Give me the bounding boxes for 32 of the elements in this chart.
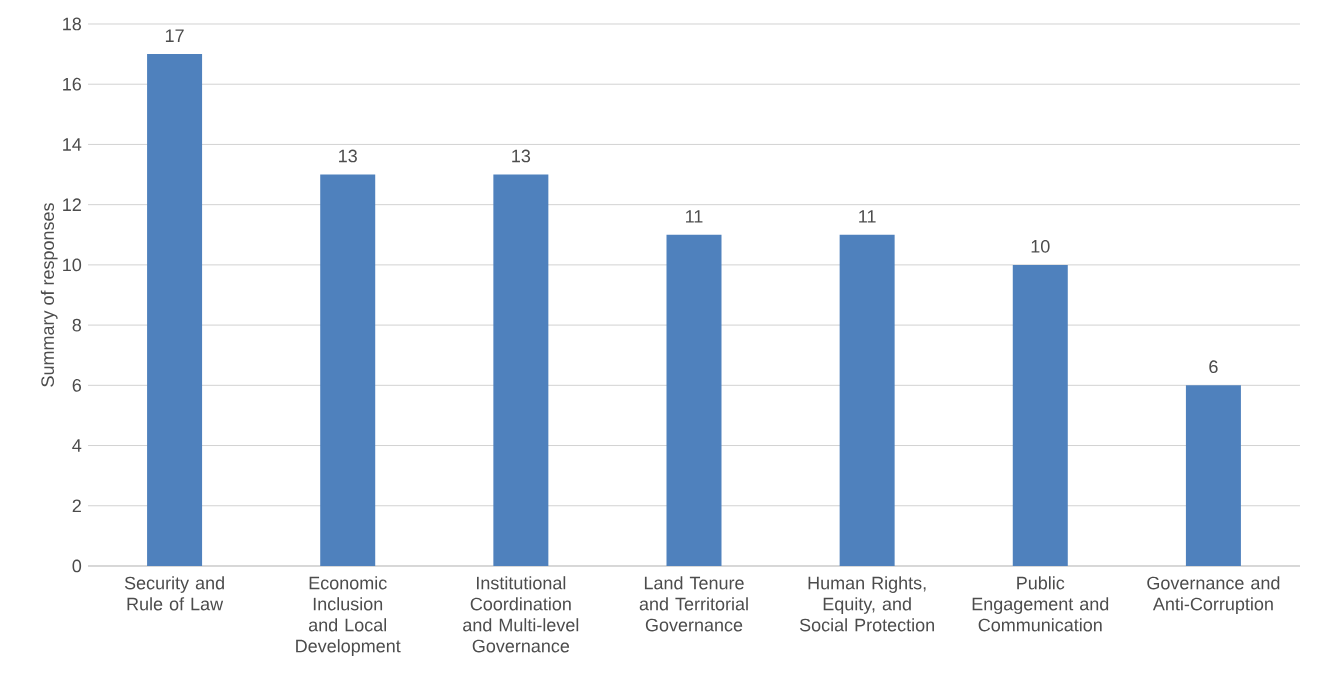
y-tick-label: 4 [72,439,82,452]
x-tick-label: Institutional Coordination and Multi-level Governance [463,576,579,653]
y-axis-title: Summary of responses [40,203,58,387]
bar [147,54,203,566]
y-tick-label: 6 [72,378,82,392]
bar [839,234,895,566]
y-tick-label: 10 [63,258,82,272]
y-tick-label: 14 [63,138,82,151]
data-label: 11 [859,210,876,223]
x-tick-label: Land Tenure and Territorial Governance [639,576,748,632]
data-label: 10 [1031,239,1050,253]
bar [666,234,722,566]
data-label: 17 [165,29,184,42]
x-tick-label: Security and Rule of Law [124,576,224,611]
y-tick-label: 18 [63,17,82,31]
x-tick-label: Human Rights, Equity, and Social Protection [799,576,934,632]
data-label: 11 [686,210,703,223]
y-tick-label: 16 [63,77,82,91]
x-tick-label: Public Engagement and Communication [972,576,1109,632]
bar [1185,385,1241,566]
bar [320,174,376,566]
x-tick-label: Governance and Anti-Corruption [1147,576,1280,614]
y-tick-label: 0 [72,559,82,573]
data-label: 13 [339,149,357,163]
bar [493,174,549,566]
x-tick-label: Economic Inclusion and Local Development [296,576,401,656]
y-tick-label: 12 [63,198,81,211]
data-label: 6 [1209,360,1218,374]
bar [1012,264,1068,566]
y-tick-label: 8 [72,318,82,332]
y-tick-label: 2 [72,499,81,513]
data-label: 13 [512,149,531,163]
